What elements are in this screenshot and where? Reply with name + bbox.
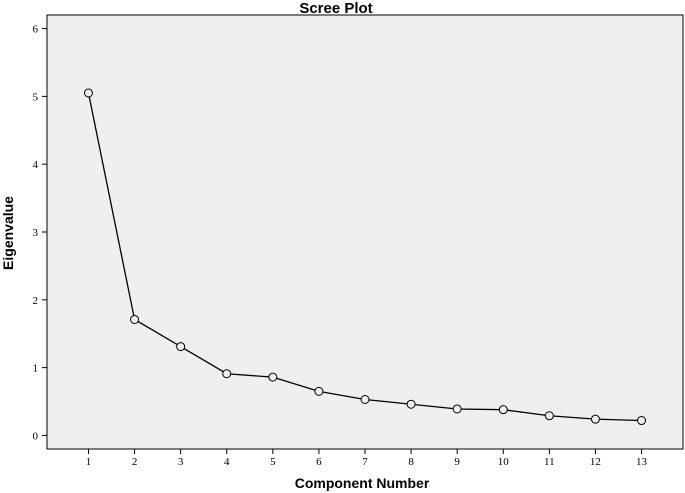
- y-tick-label: 2: [33, 295, 39, 307]
- y-tick-label: 6: [33, 24, 39, 36]
- x-tick-label: 10: [498, 456, 510, 468]
- y-tick-label: 1: [33, 363, 39, 375]
- x-tick-label: 7: [362, 456, 368, 468]
- data-point: [544, 411, 554, 421]
- x-axis-label: Component Number: [295, 475, 430, 491]
- chart-title: Scree Plot: [299, 0, 372, 17]
- y-tick-label: 0: [33, 430, 39, 442]
- x-tick-label: 8: [408, 456, 414, 468]
- x-tick-label: 11: [544, 456, 555, 468]
- y-tick-label: 4: [33, 159, 39, 171]
- data-point: [406, 399, 416, 409]
- data-point: [83, 88, 93, 98]
- plot-area: [46, 14, 684, 450]
- x-axis: 1 2 3 4 5 6 7 8 9 10 11 12 13: [86, 449, 648, 468]
- data-point: [452, 404, 462, 414]
- y-axis: 0 1 2 3 4 5 6: [33, 24, 47, 442]
- data-point: [268, 372, 278, 382]
- data-point: [314, 386, 324, 396]
- data-point: [130, 314, 140, 324]
- y-axis-label: Eigenvalue: [0, 196, 16, 270]
- x-tick-label: 3: [178, 456, 184, 468]
- x-tick-label: 13: [636, 456, 648, 468]
- data-point: [176, 342, 186, 352]
- data-point: [360, 394, 370, 404]
- y-tick-label: 3: [33, 227, 39, 239]
- x-tick-label: 2: [132, 456, 138, 468]
- data-point: [637, 416, 647, 426]
- x-tick-label: 12: [590, 456, 601, 468]
- series-layer: [83, 88, 647, 426]
- data-point: [498, 405, 508, 415]
- x-tick-label: 1: [86, 456, 92, 468]
- x-tick-label: 4: [224, 456, 230, 468]
- x-tick-label: 5: [270, 456, 276, 468]
- x-tick-label: 9: [454, 456, 460, 468]
- x-tick-label: 6: [316, 456, 322, 468]
- y-tick-label: 5: [33, 91, 39, 103]
- data-point: [590, 414, 600, 424]
- data-point: [222, 369, 232, 379]
